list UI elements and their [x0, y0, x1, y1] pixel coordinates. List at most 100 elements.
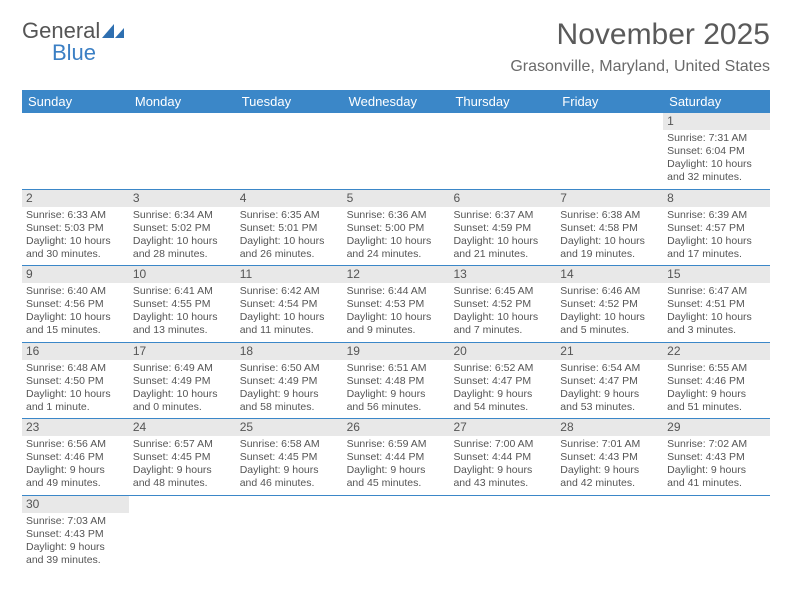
day-cell: 10Sunrise: 6:41 AMSunset: 4:55 PMDayligh…: [129, 266, 236, 342]
header: General November 2025 Grasonville, Maryl…: [0, 0, 792, 82]
day-cell: 20Sunrise: 6:52 AMSunset: 4:47 PMDayligh…: [449, 343, 556, 419]
location: Grasonville, Maryland, United States: [510, 58, 770, 76]
day-day1: Daylight: 9 hours: [453, 464, 552, 477]
weekday-header-row: SundayMondayTuesdayWednesdayThursdayFrid…: [22, 90, 770, 113]
day-day2: and 46 minutes.: [240, 477, 339, 490]
day-day1: Daylight: 10 hours: [560, 311, 659, 324]
day-sunset: Sunset: 5:02 PM: [133, 222, 232, 235]
day-cell: [236, 496, 343, 572]
day-cell: 8Sunrise: 6:39 AMSunset: 4:57 PMDaylight…: [663, 190, 770, 266]
day-day1: Daylight: 10 hours: [133, 311, 232, 324]
day-sunrise: Sunrise: 6:48 AM: [26, 362, 125, 375]
day-day1: Daylight: 9 hours: [133, 464, 232, 477]
day-sunset: Sunset: 4:53 PM: [347, 298, 446, 311]
day-day2: and 53 minutes.: [560, 401, 659, 414]
day-sunset: Sunset: 4:57 PM: [667, 222, 766, 235]
day-day2: and 21 minutes.: [453, 248, 552, 261]
day-cell: 13Sunrise: 6:45 AMSunset: 4:52 PMDayligh…: [449, 266, 556, 342]
day-sunset: Sunset: 4:51 PM: [667, 298, 766, 311]
day-number: [236, 113, 343, 130]
day-day1: Daylight: 10 hours: [133, 235, 232, 248]
day-day2: and 43 minutes.: [453, 477, 552, 490]
logo-sail-icon: [100, 22, 128, 40]
day-sunset: Sunset: 4:50 PM: [26, 375, 125, 388]
day-cell: 24Sunrise: 6:57 AMSunset: 4:45 PMDayligh…: [129, 419, 236, 495]
day-day1: Daylight: 10 hours: [667, 235, 766, 248]
day-sunrise: Sunrise: 6:51 AM: [347, 362, 446, 375]
day-day2: and 42 minutes.: [560, 477, 659, 490]
day-cell: 14Sunrise: 6:46 AMSunset: 4:52 PMDayligh…: [556, 266, 663, 342]
day-day2: and 5 minutes.: [560, 324, 659, 337]
day-day2: and 7 minutes.: [453, 324, 552, 337]
logo-text-blue: Blue: [52, 40, 96, 66]
day-sunset: Sunset: 4:48 PM: [347, 375, 446, 388]
weeks-container: 1Sunrise: 7:31 AMSunset: 6:04 PMDaylight…: [22, 113, 770, 571]
day-cell: 15Sunrise: 6:47 AMSunset: 4:51 PMDayligh…: [663, 266, 770, 342]
day-day2: and 41 minutes.: [667, 477, 766, 490]
day-day1: Daylight: 10 hours: [560, 235, 659, 248]
weekday-header: Monday: [129, 90, 236, 113]
day-number: 2: [22, 190, 129, 207]
day-sunset: Sunset: 4:43 PM: [560, 451, 659, 464]
day-day1: Daylight: 9 hours: [26, 464, 125, 477]
day-number: 7: [556, 190, 663, 207]
weekday-header: Sunday: [22, 90, 129, 113]
day-number: 28: [556, 419, 663, 436]
day-sunset: Sunset: 4:47 PM: [560, 375, 659, 388]
day-number: 22: [663, 343, 770, 360]
day-sunset: Sunset: 4:58 PM: [560, 222, 659, 235]
day-number: 26: [343, 419, 450, 436]
day-day1: Daylight: 9 hours: [560, 388, 659, 401]
day-day1: Daylight: 10 hours: [347, 311, 446, 324]
weekday-header: Friday: [556, 90, 663, 113]
day-sunrise: Sunrise: 6:52 AM: [453, 362, 552, 375]
day-cell: 16Sunrise: 6:48 AMSunset: 4:50 PMDayligh…: [22, 343, 129, 419]
day-day1: Daylight: 9 hours: [347, 464, 446, 477]
weekday-header: Saturday: [663, 90, 770, 113]
day-day2: and 56 minutes.: [347, 401, 446, 414]
day-day2: and 0 minutes.: [133, 401, 232, 414]
day-sunrise: Sunrise: 7:02 AM: [667, 438, 766, 451]
day-day2: and 51 minutes.: [667, 401, 766, 414]
day-sunset: Sunset: 4:44 PM: [453, 451, 552, 464]
day-sunset: Sunset: 4:46 PM: [26, 451, 125, 464]
day-day2: and 45 minutes.: [347, 477, 446, 490]
day-sunset: Sunset: 6:04 PM: [667, 145, 766, 158]
day-sunrise: Sunrise: 6:40 AM: [26, 285, 125, 298]
day-cell: 19Sunrise: 6:51 AMSunset: 4:48 PMDayligh…: [343, 343, 450, 419]
week-row: 23Sunrise: 6:56 AMSunset: 4:46 PMDayligh…: [22, 419, 770, 496]
day-day2: and 13 minutes.: [133, 324, 232, 337]
day-number: 12: [343, 266, 450, 283]
day-sunset: Sunset: 5:01 PM: [240, 222, 339, 235]
day-sunrise: Sunrise: 6:56 AM: [26, 438, 125, 451]
day-cell: 18Sunrise: 6:50 AMSunset: 4:49 PMDayligh…: [236, 343, 343, 419]
day-sunset: Sunset: 4:55 PM: [133, 298, 232, 311]
day-sunset: Sunset: 4:47 PM: [453, 375, 552, 388]
day-cell: 17Sunrise: 6:49 AMSunset: 4:49 PMDayligh…: [129, 343, 236, 419]
day-number: [449, 113, 556, 130]
day-number: 16: [22, 343, 129, 360]
day-day2: and 24 minutes.: [347, 248, 446, 261]
day-number: 19: [343, 343, 450, 360]
day-day1: Daylight: 9 hours: [667, 464, 766, 477]
day-cell: 9Sunrise: 6:40 AMSunset: 4:56 PMDaylight…: [22, 266, 129, 342]
week-row: 2Sunrise: 6:33 AMSunset: 5:03 PMDaylight…: [22, 190, 770, 267]
day-cell: 22Sunrise: 6:55 AMSunset: 4:46 PMDayligh…: [663, 343, 770, 419]
day-sunset: Sunset: 4:54 PM: [240, 298, 339, 311]
day-sunrise: Sunrise: 6:33 AM: [26, 209, 125, 222]
day-number: 29: [663, 419, 770, 436]
day-day2: and 3 minutes.: [667, 324, 766, 337]
day-sunrise: Sunrise: 6:35 AM: [240, 209, 339, 222]
day-day2: and 26 minutes.: [240, 248, 339, 261]
day-cell: 2Sunrise: 6:33 AMSunset: 5:03 PMDaylight…: [22, 190, 129, 266]
day-sunrise: Sunrise: 6:36 AM: [347, 209, 446, 222]
day-sunset: Sunset: 4:45 PM: [133, 451, 232, 464]
day-sunset: Sunset: 4:49 PM: [240, 375, 339, 388]
day-number: 10: [129, 266, 236, 283]
day-cell: [129, 113, 236, 189]
day-day2: and 9 minutes.: [347, 324, 446, 337]
day-number: 27: [449, 419, 556, 436]
day-cell: 1Sunrise: 7:31 AMSunset: 6:04 PMDaylight…: [663, 113, 770, 189]
day-day1: Daylight: 10 hours: [667, 158, 766, 171]
day-cell: 28Sunrise: 7:01 AMSunset: 4:43 PMDayligh…: [556, 419, 663, 495]
